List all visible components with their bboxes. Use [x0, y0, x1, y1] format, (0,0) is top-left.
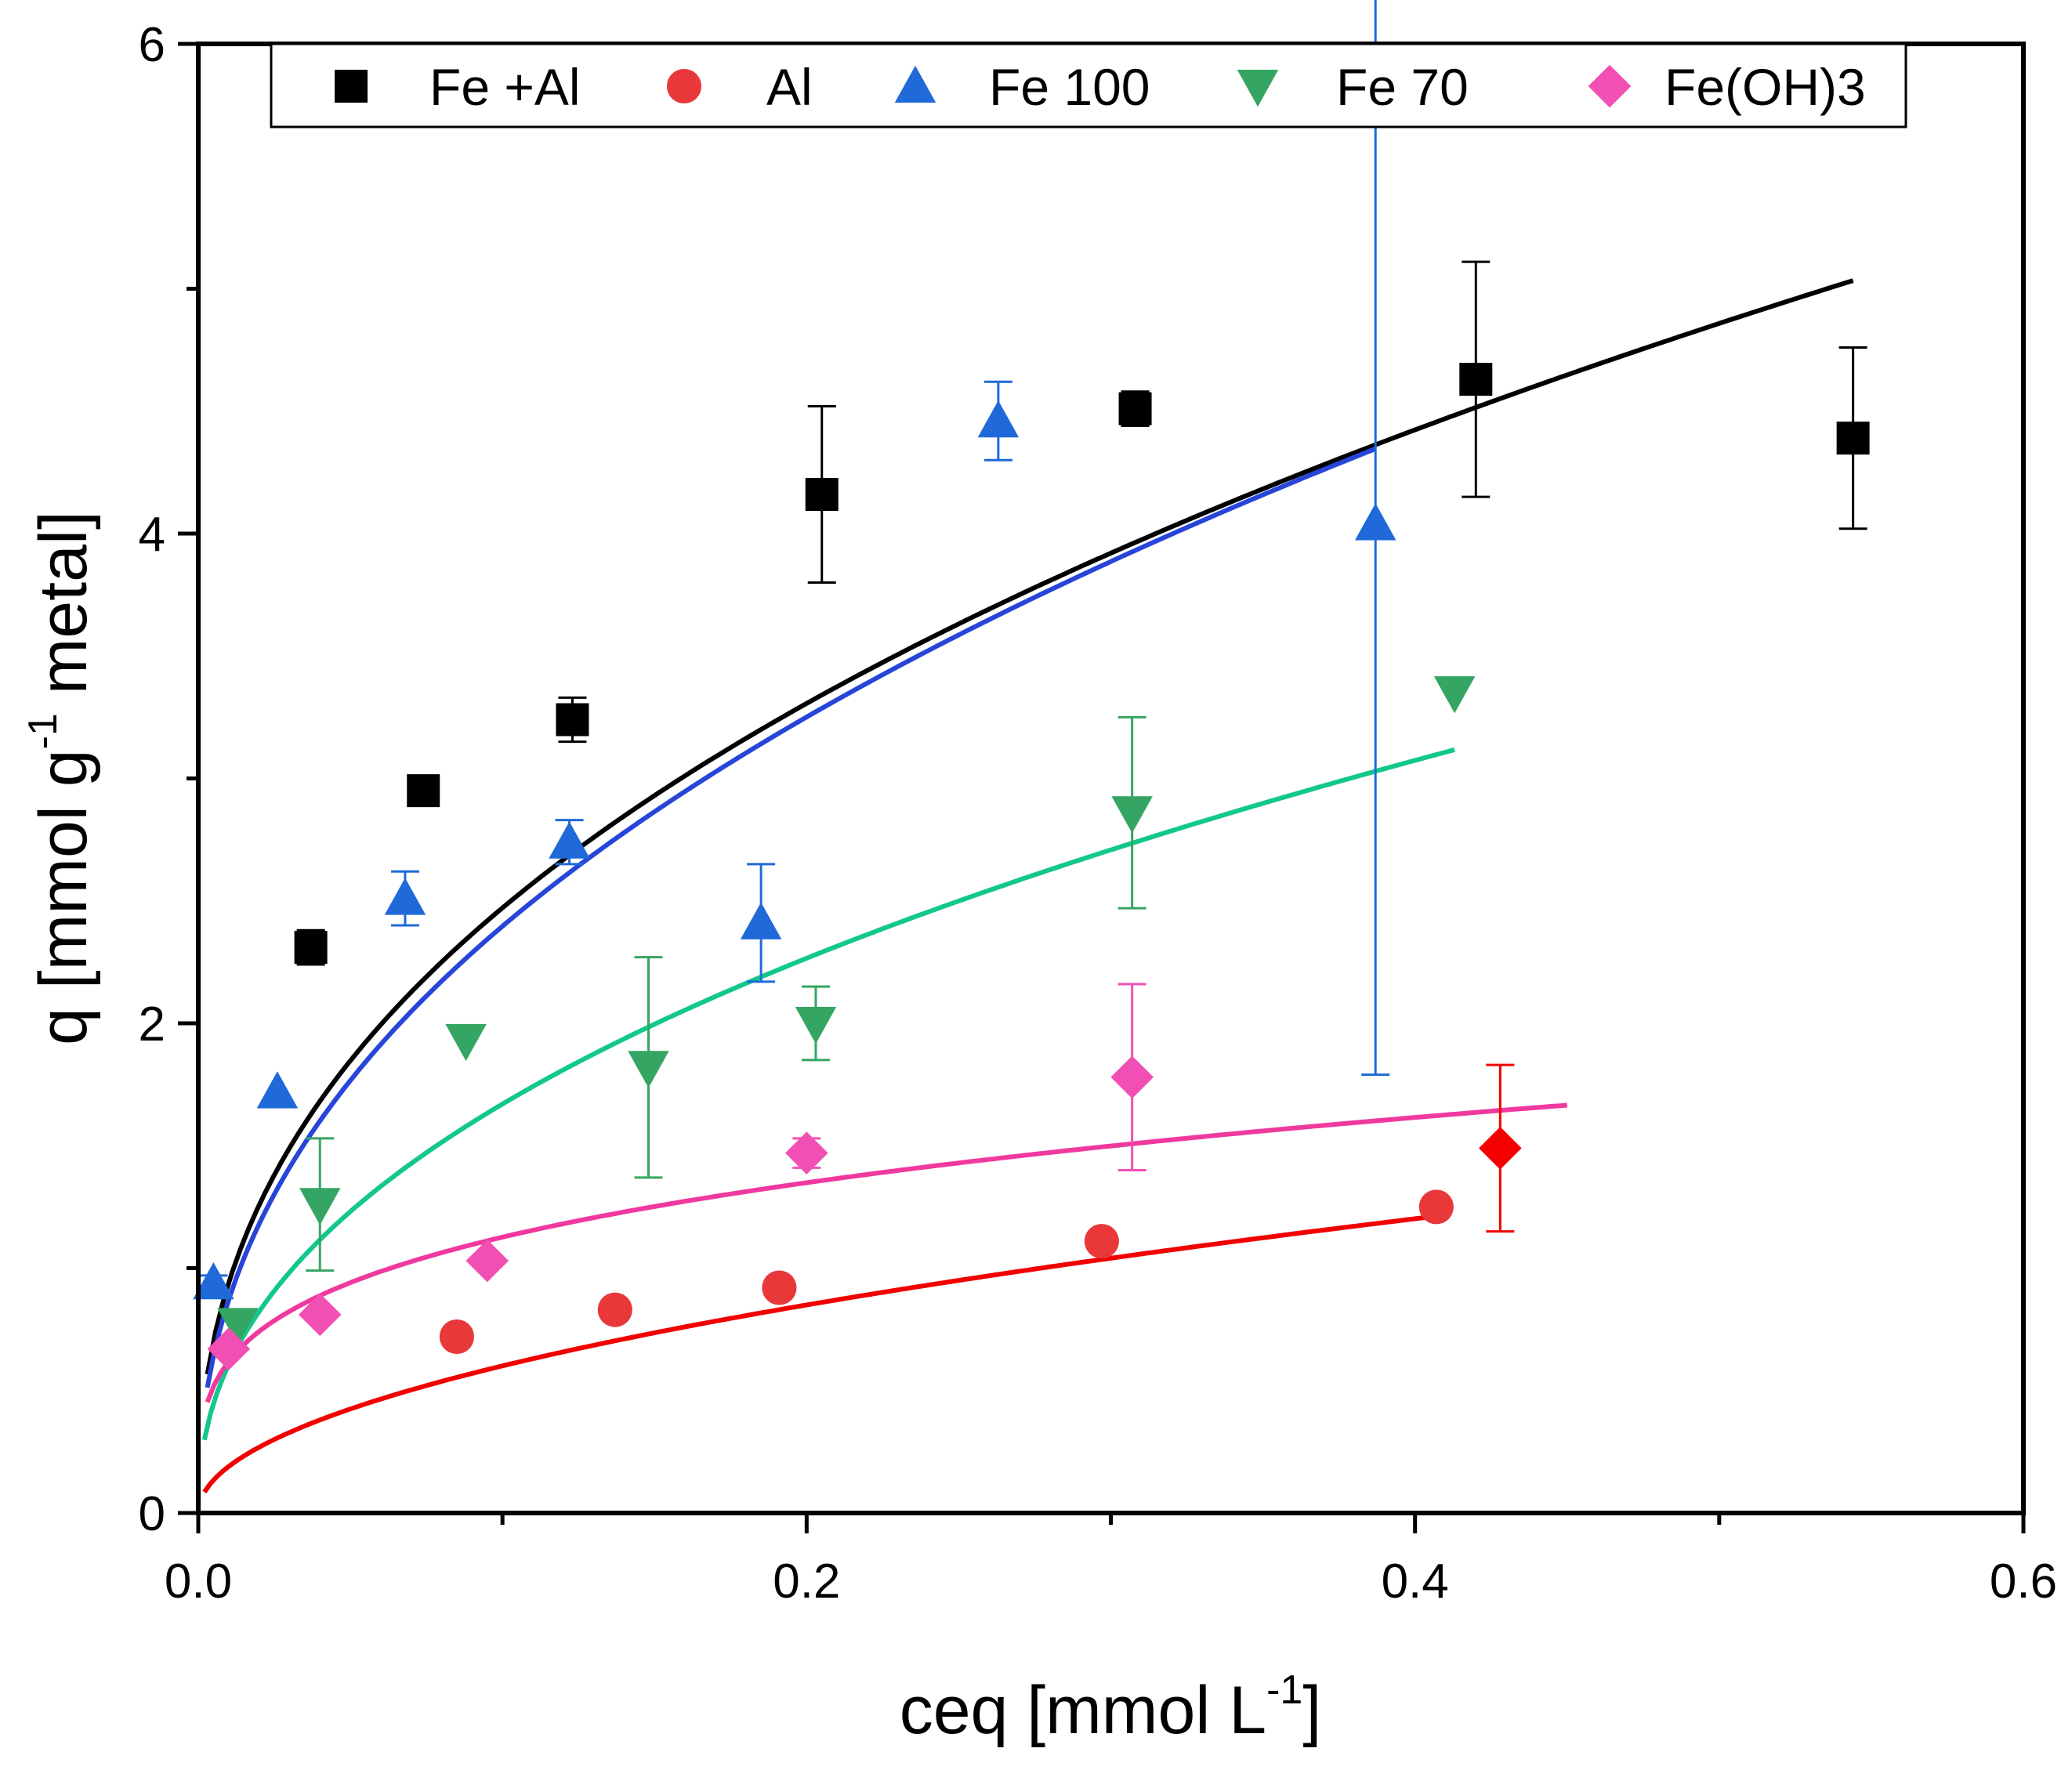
fit-curves: [201, 278, 1854, 1494]
data-point-fe-oh-3: [1110, 1055, 1154, 1099]
legend-marker-fe-oh-3: [1588, 64, 1632, 108]
data-point-al: [1084, 1224, 1119, 1259]
data-point-al: [597, 1292, 632, 1327]
legend-marker-fe-al: [335, 70, 368, 103]
x-tick-label: 0.6: [1990, 1555, 2057, 1609]
data-point-fe-70: [217, 1308, 259, 1345]
legend-marker-fe-70: [1237, 70, 1279, 107]
y-tick-label: 4: [139, 508, 165, 562]
data-point-fe-70: [795, 1007, 837, 1044]
axis-tick-labels: 0.0 0.2 0.4 0.6 0 2 4 6: [139, 18, 2058, 1609]
data-point-fe-oh-3: [207, 1327, 251, 1370]
data-point-fe-al: [556, 703, 589, 737]
plot-frame: [196, 42, 2026, 1515]
error-bars: [199, 0, 1867, 1292]
x-axis-title: ceq [mmol L-1]: [900, 1667, 1322, 1748]
data-point-fe-al: [1836, 422, 1870, 455]
y-axis-title: q [mmol g-1 metal]: [20, 511, 101, 1045]
fit-curve-fe-70: [201, 747, 1455, 1441]
legend-label-fe-100: Fe 100: [989, 58, 1150, 116]
data-point-al: [1418, 1189, 1454, 1225]
data-point-fe-70: [445, 1023, 487, 1062]
legend-label-fe-al: Fe +Al: [429, 58, 581, 116]
fit-curve-fe-oh-3: [205, 1102, 1568, 1403]
data-point-al: [762, 1270, 797, 1305]
data-markers: [193, 363, 1870, 1370]
legend-label-al: Al: [766, 58, 813, 116]
axis-ticks: [178, 42, 2026, 1533]
y-tick-label: 6: [139, 18, 165, 72]
data-point-fe-70: [1433, 676, 1476, 714]
data-point-fe-100: [1354, 503, 1396, 541]
data-point-fe-oh-3: [298, 1293, 342, 1337]
data-point-fe-al: [1459, 363, 1493, 396]
x-tick-label: 0.2: [773, 1555, 840, 1609]
data-point-fe-70: [1111, 796, 1153, 834]
data-point-fe-oh-3: [785, 1131, 828, 1175]
data-point-fe-100: [549, 821, 590, 859]
data-point-fe-100: [193, 1262, 234, 1300]
data-point-fe-al: [1118, 392, 1152, 425]
data-point-fe-al: [294, 931, 328, 965]
data-point-series: [1479, 1127, 1522, 1170]
x-tick-label: 0.0: [165, 1555, 232, 1609]
data-point-fe-70: [299, 1188, 341, 1225]
fit-curve-al: [202, 1214, 1437, 1494]
legend-label-fe-oh-3: Fe(OH)3: [1664, 58, 1866, 116]
legend-label-fe-70: Fe 70: [1336, 58, 1469, 116]
data-point-fe-oh-3: [465, 1239, 509, 1283]
data-point-fe-al: [407, 774, 440, 808]
x-tick-label: 0.4: [1382, 1555, 1449, 1609]
fit-curve-fe-100: [205, 446, 1377, 1388]
data-point-fe-100: [256, 1071, 299, 1109]
data-point-fe-100: [384, 878, 426, 915]
y-tick-label: 0: [139, 1487, 165, 1541]
legend-box: [270, 42, 1907, 128]
data-point-fe-100: [740, 902, 782, 939]
legend-marker-fe-100: [894, 65, 936, 103]
fit-curve-fe-al: [205, 278, 1854, 1375]
legend-marker-al: [666, 68, 702, 104]
y-tick-label: 2: [139, 997, 165, 1052]
data-point-al: [439, 1319, 474, 1355]
data-point-fe-al: [805, 478, 839, 511]
data-point-fe-100: [977, 400, 1020, 438]
legend: Fe +Al Al Fe 100 Fe 70 Fe(OH)3: [270, 42, 1907, 128]
data-point-fe-70: [628, 1051, 669, 1088]
